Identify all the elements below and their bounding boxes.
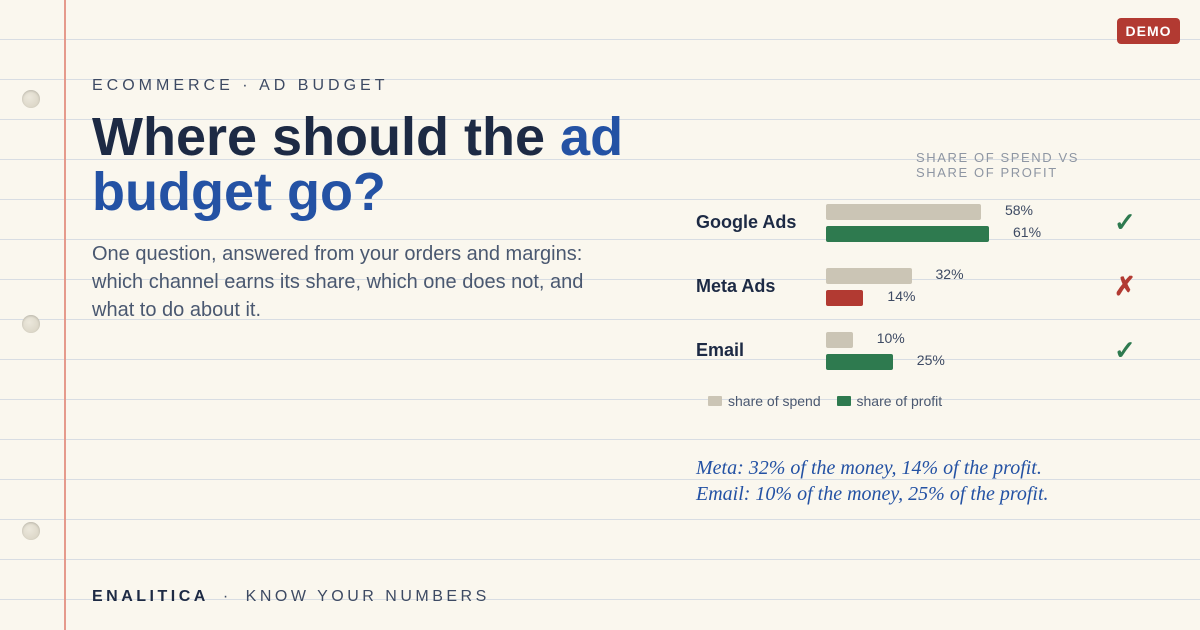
check-icon-google-ads: ✓	[1114, 207, 1136, 237]
profit-bar-google-ads	[826, 226, 989, 242]
binder-hole	[22, 522, 40, 540]
demo-badge: DEMO	[1117, 18, 1180, 44]
spend-bar-email	[826, 332, 853, 348]
chart-legend: share of spend share of profit	[708, 393, 954, 409]
profit-value-email: 25%	[916, 352, 945, 368]
footer-separator: ·	[222, 588, 232, 605]
spend-value-meta-ads: 32%	[935, 266, 964, 282]
legend-item-spend: share of spend	[708, 393, 821, 409]
chart-title: SHARE OF SPEND VS SHARE OF PROFIT	[916, 150, 1080, 180]
footer-brand: ENALITICA	[92, 588, 209, 605]
title-accent: ad budget go?	[92, 107, 624, 222]
eyebrow-label: ECOMMERCE · AD BUDGET	[92, 77, 389, 94]
profit-value-google-ads: 61%	[1013, 224, 1042, 240]
spend-value-email: 10%	[876, 330, 905, 346]
legend-label-spend: share of spend	[728, 393, 821, 409]
footer: ENALITICA · KNOW YOUR NUMBERS	[92, 588, 490, 606]
spend-bar-google-ads	[826, 204, 981, 220]
legend-swatch-profit	[836, 396, 851, 406]
channel-label-meta-ads: Meta Ads	[696, 276, 776, 296]
check-icon-email: ✓	[1114, 335, 1136, 365]
legend-label-profit: share of profit	[856, 393, 943, 409]
spend-bar-meta-ads	[826, 268, 912, 284]
profit-bar-meta-ads	[826, 290, 864, 306]
page-title: Where should the ad budget go?	[92, 110, 692, 220]
profit-value-meta-ads: 14%	[887, 288, 916, 304]
note-line-email: Email: 10% of the money, 25% of the prof…	[696, 483, 1049, 505]
footer-tagline: KNOW YOUR NUMBERS	[245, 588, 490, 605]
channel-label-email: Email	[696, 340, 745, 360]
handwritten-note: Meta: 32% of the money, 14% of the profi…	[696, 455, 1176, 507]
cross-icon-meta-ads: ✗	[1114, 271, 1136, 301]
subtitle: One question, answered from your orders …	[92, 243, 584, 321]
binder-hole	[22, 90, 40, 108]
note-line-meta: Meta: 32% of the money, 14% of the profi…	[696, 457, 1042, 479]
title-main: Where should the	[92, 107, 561, 167]
binder-hole	[22, 315, 40, 333]
profit-bar-email	[826, 354, 893, 370]
spend-value-google-ads: 58%	[1004, 202, 1033, 218]
legend-swatch-spend	[708, 396, 722, 406]
notebook-margin-line	[64, 0, 66, 630]
channel-label-google-ads: Google Ads	[696, 212, 797, 232]
legend-item-profit: share of profit	[836, 393, 943, 409]
